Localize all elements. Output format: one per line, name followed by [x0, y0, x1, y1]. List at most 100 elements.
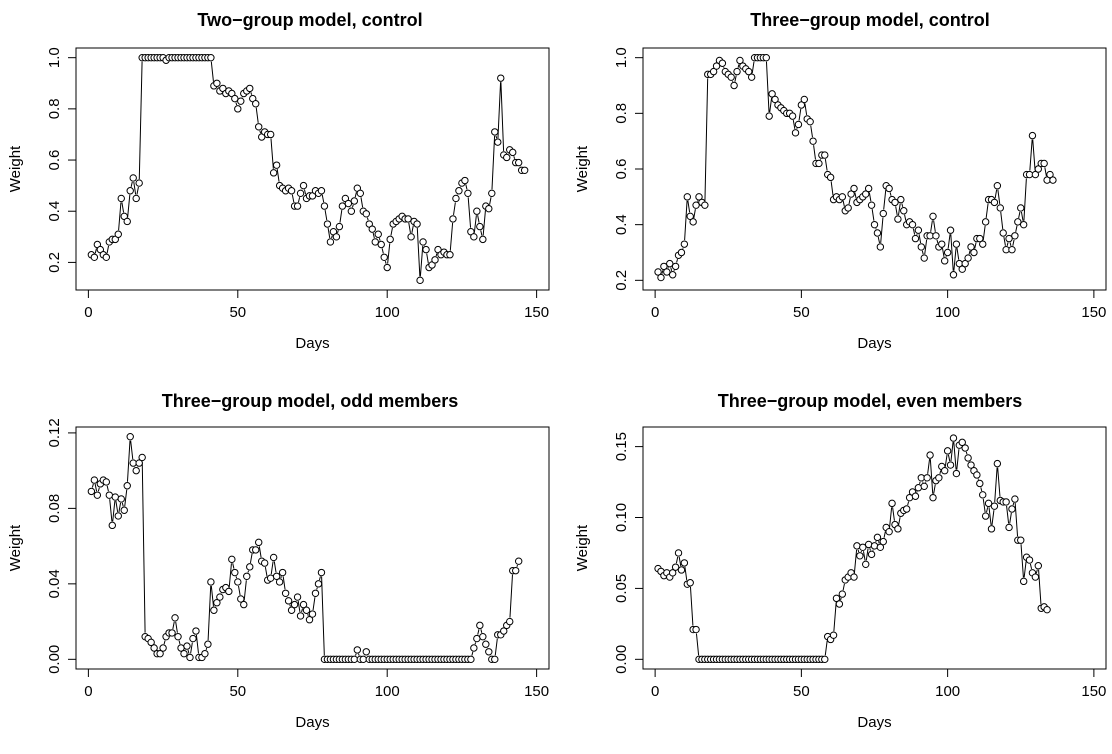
panel-4-data-point: [923, 474, 931, 482]
panel-4-data-point: [967, 461, 975, 469]
panel-3-data-point: [272, 572, 281, 580]
panel-3-y-axis-label: Weight: [7, 524, 24, 571]
panel-2-data-point: [990, 198, 999, 207]
panel-1-data-point: [413, 220, 421, 228]
panel-1-data-point: [470, 233, 478, 241]
panel-2-data-point: [712, 62, 721, 70]
panel-1-x-tick-label: 150: [524, 304, 549, 321]
panel-3-data-point: [228, 555, 236, 564]
panel-2-data-point: [996, 204, 1004, 212]
panel-3-data-point: [491, 655, 499, 664]
panel-2-data-point: [1019, 220, 1028, 229]
panel-1-data-point: [338, 202, 347, 210]
panel-3-data-point: [240, 600, 248, 609]
panel-4-data-point: [829, 631, 838, 639]
panel-2-data-point: [900, 207, 908, 215]
panel-2-data-point: [932, 232, 940, 240]
panel-2-y-tick-label: 0.8: [613, 103, 630, 124]
panel-1-data-point: [488, 189, 496, 198]
panel-1-data-point: [362, 210, 370, 218]
panel-2-data-point: [765, 112, 773, 120]
panel-2-data-point: [929, 212, 937, 221]
panel-4-data-point: [850, 573, 858, 581]
panel-2-y-axis-label: Weight: [574, 145, 591, 192]
panel-3-data-point: [476, 621, 484, 630]
panel-1-data-point: [287, 187, 296, 195]
panel-2-data-point: [958, 265, 966, 273]
panel-1-data-point: [126, 187, 134, 195]
panel-2-data-point: [946, 226, 955, 234]
panel-3-data-point: [156, 649, 164, 658]
panel-3-data-point: [111, 493, 119, 501]
panel-1-x-tick-label: 100: [375, 304, 400, 321]
panel-2-data-point: [941, 257, 949, 265]
panel-2-data-point: [999, 229, 1007, 237]
panel-1-data-point: [386, 235, 394, 244]
panel-4: Three−group model, even members 0 50 100 150…: [574, 391, 1107, 731]
panel-4-data-point: [1019, 577, 1028, 586]
panel-2-y-tick-label: 0.2: [613, 270, 630, 291]
panel-1-data-point: [299, 181, 308, 190]
panel-4-data-point: [902, 505, 911, 513]
panel-4-data-point: [1031, 573, 1040, 581]
panel-1-plot-frame: [75, 47, 550, 291]
panel-3-y-tick-label: 0.04: [46, 569, 63, 598]
panel-1-data-point: [114, 230, 122, 238]
panel-4-data-point: [952, 469, 961, 478]
panel-4-data-point: [862, 560, 870, 569]
panel-3-data-point: [281, 589, 290, 597]
panel-4-y-tick-label: 0.15: [613, 432, 630, 461]
panel-3-data-point: [234, 578, 242, 586]
panel-2-data-point: [1011, 232, 1019, 240]
panel-3-data-point: [150, 644, 158, 652]
panel-2-data-point: [891, 198, 899, 207]
panel-3-data-point: [479, 632, 487, 641]
panel-1-data-point: [407, 233, 415, 241]
panel-3-data-point: [210, 606, 218, 614]
panel-1-data-point: [132, 194, 140, 203]
panel-3-data-point: [287, 606, 296, 614]
panel-3-data-point: [237, 595, 245, 603]
panel-4-data-point: [680, 559, 689, 567]
panel-3-data-point: [168, 629, 176, 637]
panel-1-data-point: [503, 153, 511, 162]
panel-1-data-point: [296, 189, 305, 198]
panel-4-data-point: [1025, 556, 1034, 564]
panel-1-data-point: [494, 138, 502, 146]
panel-1-data-point: [246, 84, 254, 93]
panel-2-data-point: [677, 248, 686, 257]
panel-4-data-point: [853, 542, 861, 550]
panel-1-data-point: [231, 94, 239, 103]
panel-1-data-point: [129, 174, 137, 182]
panel-3-data-point: [299, 600, 308, 609]
panel-3-data-point: [514, 557, 523, 565]
panel-1-data-point: [473, 207, 481, 215]
panel-2-data-point: [1008, 246, 1016, 254]
panel-2-data-point: [838, 193, 847, 201]
panel-2-data-point: [686, 212, 694, 221]
panel-1-data-point: [323, 220, 332, 228]
panel-4-data-point: [835, 600, 844, 608]
panel-3-data-point: [90, 476, 99, 484]
panel-4-data-point: [668, 569, 677, 577]
panel-1-data-point: [509, 148, 517, 157]
panel-1-y-axis-label: Weight: [7, 145, 24, 192]
panel-4-data-point: [859, 543, 867, 551]
panel-1-data-point: [368, 225, 376, 233]
panel-1-data-point: [117, 194, 125, 203]
panel-3-data-point: [284, 597, 293, 605]
panel-3-data-point: [189, 634, 197, 643]
panel-1-data-point: [491, 128, 499, 136]
panel-2: Three−group model, control 0 50 100 150 Days 0…: [574, 10, 1107, 352]
panel-3-series-line: [91, 440, 518, 656]
panel-3-data-point: [183, 642, 191, 650]
panel-4-data-point: [961, 444, 969, 452]
panel-4-data-point: [879, 537, 887, 546]
panel-2-data-point: [967, 243, 975, 251]
panel-1-data-point: [383, 263, 391, 272]
panel-2-data-point: [821, 151, 829, 159]
panel-1-data-point: [497, 74, 505, 82]
panel-1-title: Two−group model, control: [197, 10, 422, 30]
panel-1-data-point: [461, 176, 469, 185]
